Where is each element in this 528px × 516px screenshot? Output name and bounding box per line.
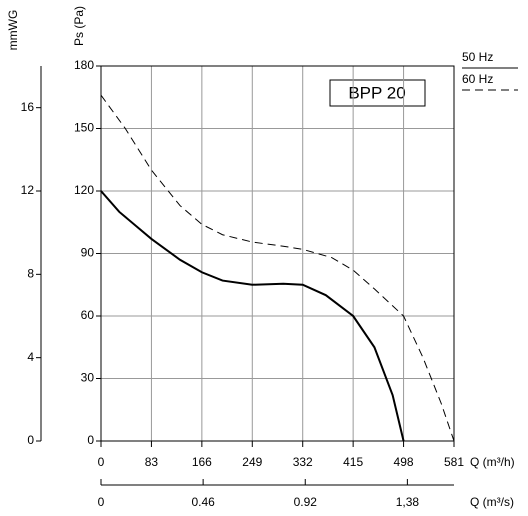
y2-tick-label: 0 [27, 433, 34, 447]
x2-tick-label: 0.92 [294, 495, 318, 509]
y2-tick-label: 4 [27, 350, 34, 364]
series-line [100, 190, 405, 442]
x-tick-label: 581 [444, 455, 464, 469]
y-tick-label: 120 [74, 183, 94, 197]
plot-frame [100, 65, 455, 442]
x2-axis-label: Q (m³/s) [470, 495, 514, 509]
y-axis-label: Ps (Pa) [72, 6, 86, 46]
legend-label: 60 Hz [462, 72, 493, 86]
y-tick-label: 60 [81, 308, 95, 322]
y-tick-label: 90 [81, 246, 95, 260]
y2-tick-label: 12 [21, 183, 35, 197]
model-label: BPP 20 [348, 83, 405, 102]
x2-tick-label: 0.46 [191, 495, 215, 509]
label-box [329, 79, 426, 107]
y-tick-label: 180 [74, 58, 94, 72]
y-tick-label: 30 [81, 371, 95, 385]
y2-tick-label: 8 [27, 267, 34, 281]
x-axis-label: Q (m³/h) [470, 455, 515, 469]
x2-tick-label: 1,38 [396, 495, 420, 509]
x2-tick-label: 0 [98, 495, 105, 509]
x-tick-label: 498 [394, 455, 414, 469]
y2-axis-label: mmWG [6, 10, 20, 51]
x-tick-label: 332 [293, 455, 313, 469]
legend-label: 50 Hz [462, 50, 493, 64]
y2-tick-label: 16 [21, 100, 35, 114]
y-tick-label: 150 [74, 121, 94, 135]
series-line [100, 94, 455, 442]
x-tick-label: 166 [192, 455, 212, 469]
x-tick-label: 0 [98, 455, 105, 469]
x-tick-label: 83 [145, 455, 159, 469]
x-tick-label: 249 [242, 455, 262, 469]
x-tick-label: 415 [343, 455, 363, 469]
y-tick-label: 0 [87, 433, 94, 447]
